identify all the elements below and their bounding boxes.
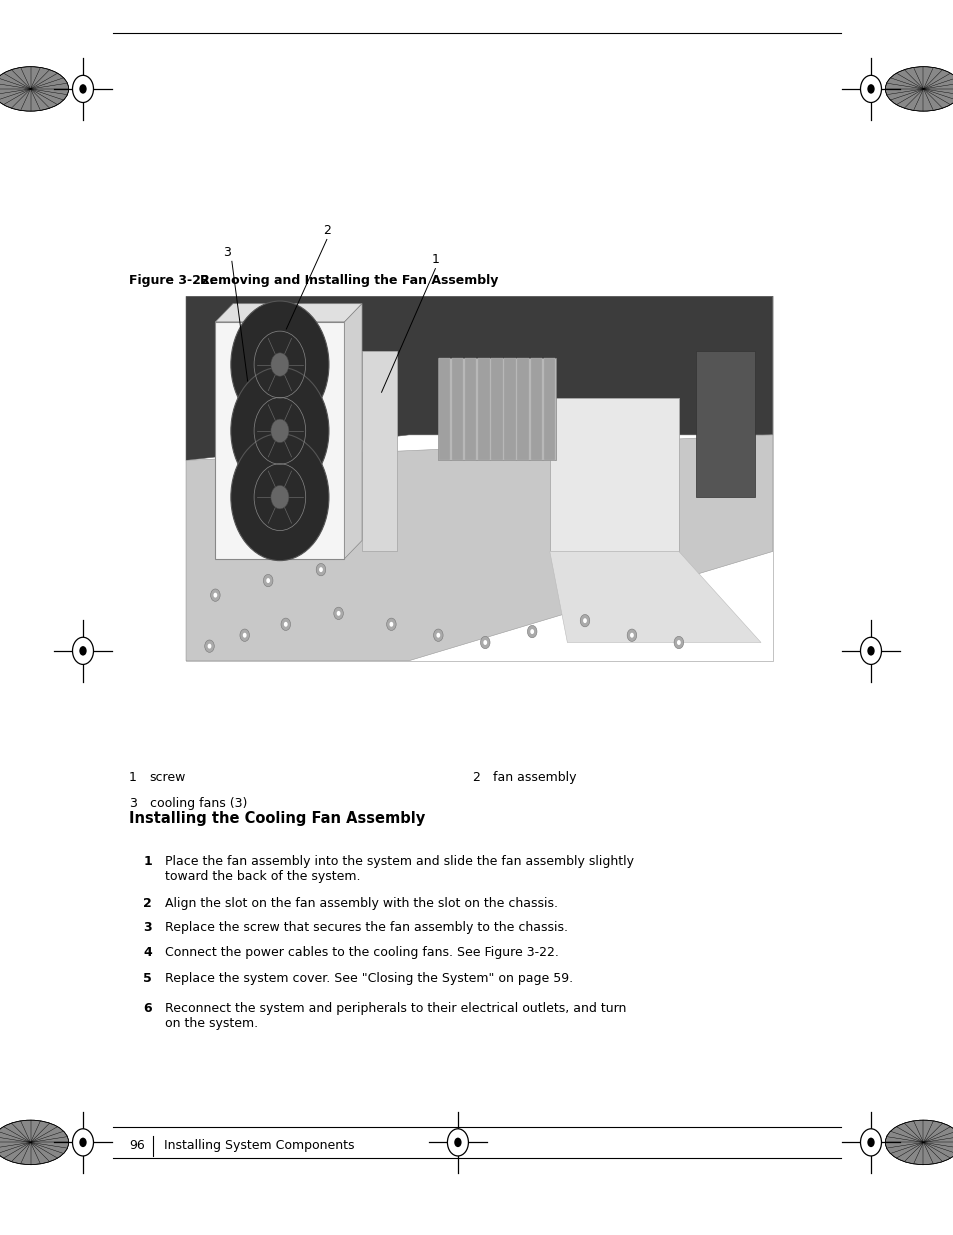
Circle shape bbox=[389, 621, 393, 626]
Circle shape bbox=[436, 632, 439, 637]
Text: Connect the power cables to the cooling fans. See Figure 3-22.: Connect the power cables to the cooling … bbox=[165, 946, 558, 960]
Polygon shape bbox=[344, 304, 361, 558]
Circle shape bbox=[271, 485, 289, 509]
Bar bbox=[361, 351, 396, 551]
Text: 5: 5 bbox=[143, 972, 152, 986]
Circle shape bbox=[231, 367, 329, 494]
Text: 1: 1 bbox=[431, 253, 439, 267]
Circle shape bbox=[433, 629, 442, 641]
Ellipse shape bbox=[884, 67, 953, 111]
Circle shape bbox=[79, 646, 87, 656]
Text: 3: 3 bbox=[143, 921, 152, 935]
Circle shape bbox=[284, 621, 288, 626]
Circle shape bbox=[271, 419, 289, 442]
Bar bbox=[477, 358, 489, 461]
Circle shape bbox=[72, 75, 93, 103]
Circle shape bbox=[626, 629, 636, 641]
Text: Replace the screw that secures the fan assembly to the chassis.: Replace the screw that secures the fan a… bbox=[165, 921, 567, 935]
Circle shape bbox=[386, 618, 395, 630]
Circle shape bbox=[336, 611, 340, 616]
Circle shape bbox=[263, 574, 273, 587]
Text: 96: 96 bbox=[129, 1139, 145, 1152]
Text: screw: screw bbox=[150, 771, 186, 784]
Text: Align the slot on the fan assembly with the slot on the chassis.: Align the slot on the fan assembly with … bbox=[165, 897, 558, 910]
Bar bbox=[465, 358, 476, 461]
Circle shape bbox=[483, 640, 487, 645]
Text: Removing and Installing the Fan Assembly: Removing and Installing the Fan Assembly bbox=[200, 274, 498, 288]
Circle shape bbox=[579, 615, 589, 627]
Text: 2: 2 bbox=[472, 771, 479, 784]
Circle shape bbox=[629, 632, 633, 637]
Circle shape bbox=[281, 618, 291, 630]
Circle shape bbox=[454, 1137, 461, 1147]
Text: fan assembly: fan assembly bbox=[493, 771, 577, 784]
Bar bbox=[215, 322, 344, 558]
Circle shape bbox=[205, 640, 214, 652]
Circle shape bbox=[266, 578, 270, 583]
Circle shape bbox=[242, 632, 246, 637]
Circle shape bbox=[530, 629, 534, 634]
Polygon shape bbox=[186, 435, 772, 661]
Text: cooling fans (3): cooling fans (3) bbox=[150, 797, 247, 810]
Circle shape bbox=[866, 1137, 874, 1147]
Circle shape bbox=[334, 608, 343, 620]
Circle shape bbox=[860, 1129, 881, 1156]
Bar bbox=[437, 358, 555, 461]
Text: 4: 4 bbox=[143, 946, 152, 960]
Text: Replace the system cover. See "Closing the System" on page 59.: Replace the system cover. See "Closing t… bbox=[165, 972, 573, 986]
Circle shape bbox=[79, 1137, 87, 1147]
Circle shape bbox=[677, 640, 680, 645]
Ellipse shape bbox=[884, 1120, 953, 1165]
Circle shape bbox=[315, 563, 325, 576]
Circle shape bbox=[239, 629, 250, 641]
Ellipse shape bbox=[0, 1120, 69, 1165]
Circle shape bbox=[866, 84, 874, 94]
Circle shape bbox=[527, 625, 537, 637]
Polygon shape bbox=[215, 304, 361, 322]
Polygon shape bbox=[549, 551, 760, 642]
Circle shape bbox=[318, 567, 322, 572]
Text: 3: 3 bbox=[223, 246, 231, 259]
Ellipse shape bbox=[0, 67, 69, 111]
Circle shape bbox=[72, 637, 93, 664]
Bar bbox=[186, 296, 772, 661]
Text: Place the fan assembly into the system and slide the fan assembly slightly
towar: Place the fan assembly into the system a… bbox=[165, 855, 634, 883]
Text: Figure 3-22.: Figure 3-22. bbox=[129, 274, 213, 288]
Text: 6: 6 bbox=[143, 1002, 152, 1015]
Bar bbox=[438, 358, 450, 461]
Circle shape bbox=[271, 353, 289, 377]
Circle shape bbox=[79, 84, 87, 94]
Circle shape bbox=[211, 589, 220, 601]
Circle shape bbox=[860, 637, 881, 664]
Bar bbox=[504, 358, 515, 461]
Bar bbox=[530, 358, 541, 461]
Bar bbox=[696, 351, 755, 496]
Circle shape bbox=[582, 619, 586, 624]
Text: Installing System Components: Installing System Components bbox=[164, 1139, 355, 1152]
Text: 2: 2 bbox=[143, 897, 152, 910]
Circle shape bbox=[866, 646, 874, 656]
Bar bbox=[491, 358, 502, 461]
Text: Installing the Cooling Fan Assembly: Installing the Cooling Fan Assembly bbox=[129, 811, 425, 826]
Circle shape bbox=[208, 643, 212, 648]
Circle shape bbox=[480, 636, 490, 648]
Bar bbox=[543, 358, 554, 461]
Text: 1: 1 bbox=[129, 771, 136, 784]
Text: Reconnect the system and peripherals to their electrical outlets, and turn
on th: Reconnect the system and peripherals to … bbox=[165, 1002, 626, 1030]
Text: 3: 3 bbox=[129, 797, 136, 810]
Circle shape bbox=[674, 636, 683, 648]
Text: 2: 2 bbox=[322, 225, 331, 237]
Circle shape bbox=[231, 433, 329, 561]
Circle shape bbox=[447, 1129, 468, 1156]
Bar bbox=[549, 399, 679, 551]
Text: 1: 1 bbox=[143, 855, 152, 868]
Circle shape bbox=[72, 1129, 93, 1156]
Circle shape bbox=[860, 75, 881, 103]
Bar bbox=[452, 358, 463, 461]
Circle shape bbox=[231, 301, 329, 429]
Polygon shape bbox=[186, 296, 772, 461]
Circle shape bbox=[213, 593, 217, 598]
Bar bbox=[517, 358, 528, 461]
